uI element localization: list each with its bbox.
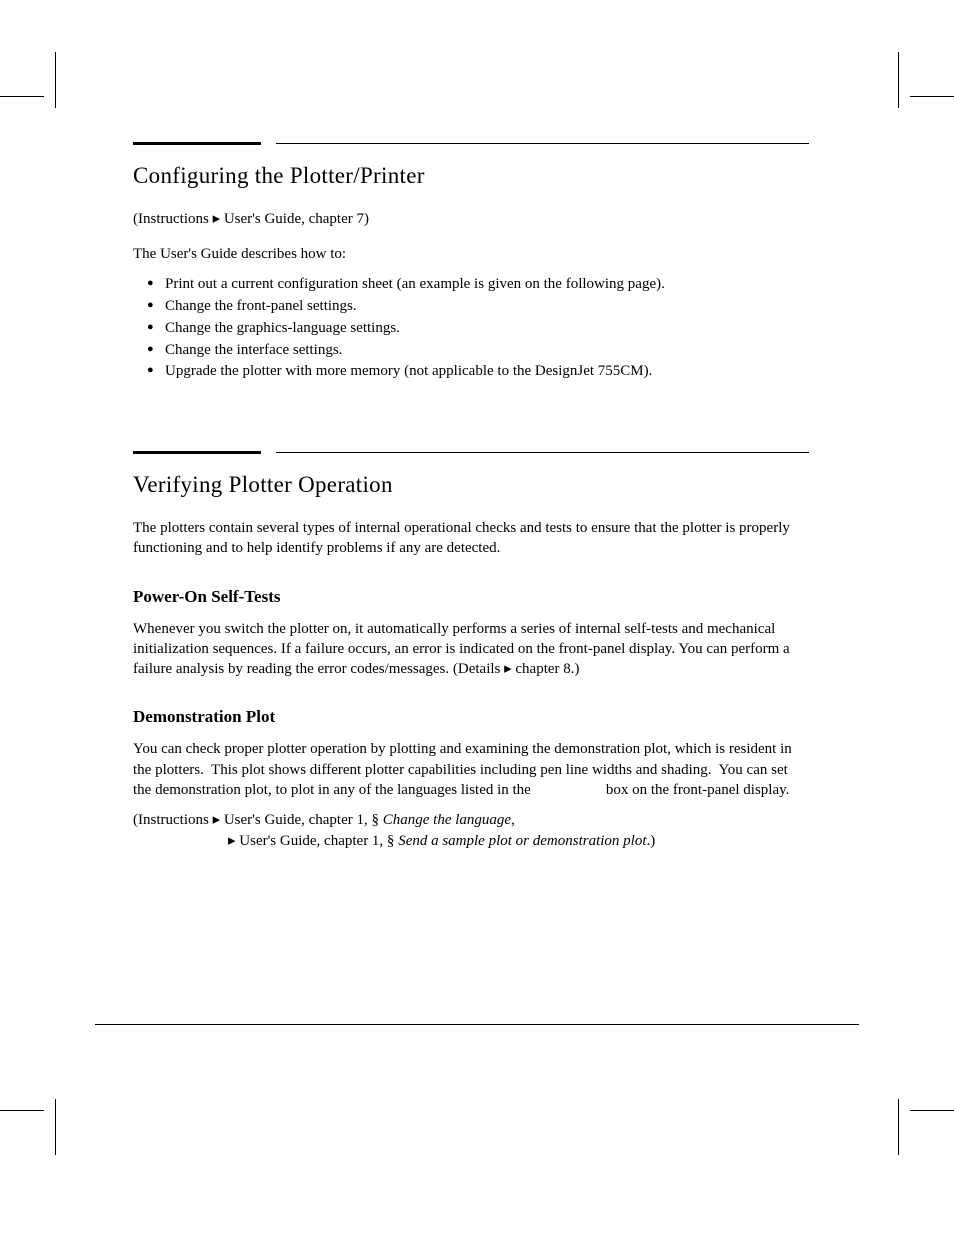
demo-plot-text: You can check proper plotter operation b…	[133, 739, 809, 800]
footer-rule	[95, 1024, 859, 1025]
instruction-reference: (Instructions ▸ User's Guide, chapter 7)	[133, 209, 809, 228]
crop-mark	[898, 1099, 954, 1155]
section-heading-configuring: Configuring the Plotter/Printer	[133, 163, 809, 189]
power-on-text: Whenever you switch the plotter on, it a…	[133, 619, 809, 680]
list-item: Change the front-panel settings.	[151, 296, 809, 318]
crop-mark	[0, 52, 56, 108]
intro-text: The User's Guide describes how to:	[133, 244, 809, 264]
list-item: Change the graphics-language settings.	[151, 318, 809, 340]
crop-mark	[898, 52, 954, 108]
subheading-demo-plot: Demonstration Plot	[133, 707, 809, 727]
list-item: Upgrade the plotter with more memory (no…	[151, 361, 809, 383]
list-item: Change the interface settings.	[151, 340, 809, 362]
configuration-bullet-list: Print out a current configuration sheet …	[133, 274, 809, 383]
section-rule	[133, 142, 809, 145]
list-item: Print out a current configuration sheet …	[151, 274, 809, 296]
section-rule	[133, 451, 809, 454]
subheading-power-on: Power-On Self-Tests	[133, 587, 809, 607]
verifying-intro: The plotters contain several types of in…	[133, 518, 809, 559]
page-content: Configuring the Plotter/Printer (Instruc…	[133, 142, 809, 852]
section-heading-verifying: Verifying Plotter Operation	[133, 472, 809, 498]
crop-mark	[0, 1099, 56, 1155]
instruction-line-1: (Instructions ▸ User's Guide, chapter 1,…	[133, 810, 809, 831]
instruction-line-2: ▸ User's Guide, chapter 1, § Send a samp…	[133, 831, 809, 852]
